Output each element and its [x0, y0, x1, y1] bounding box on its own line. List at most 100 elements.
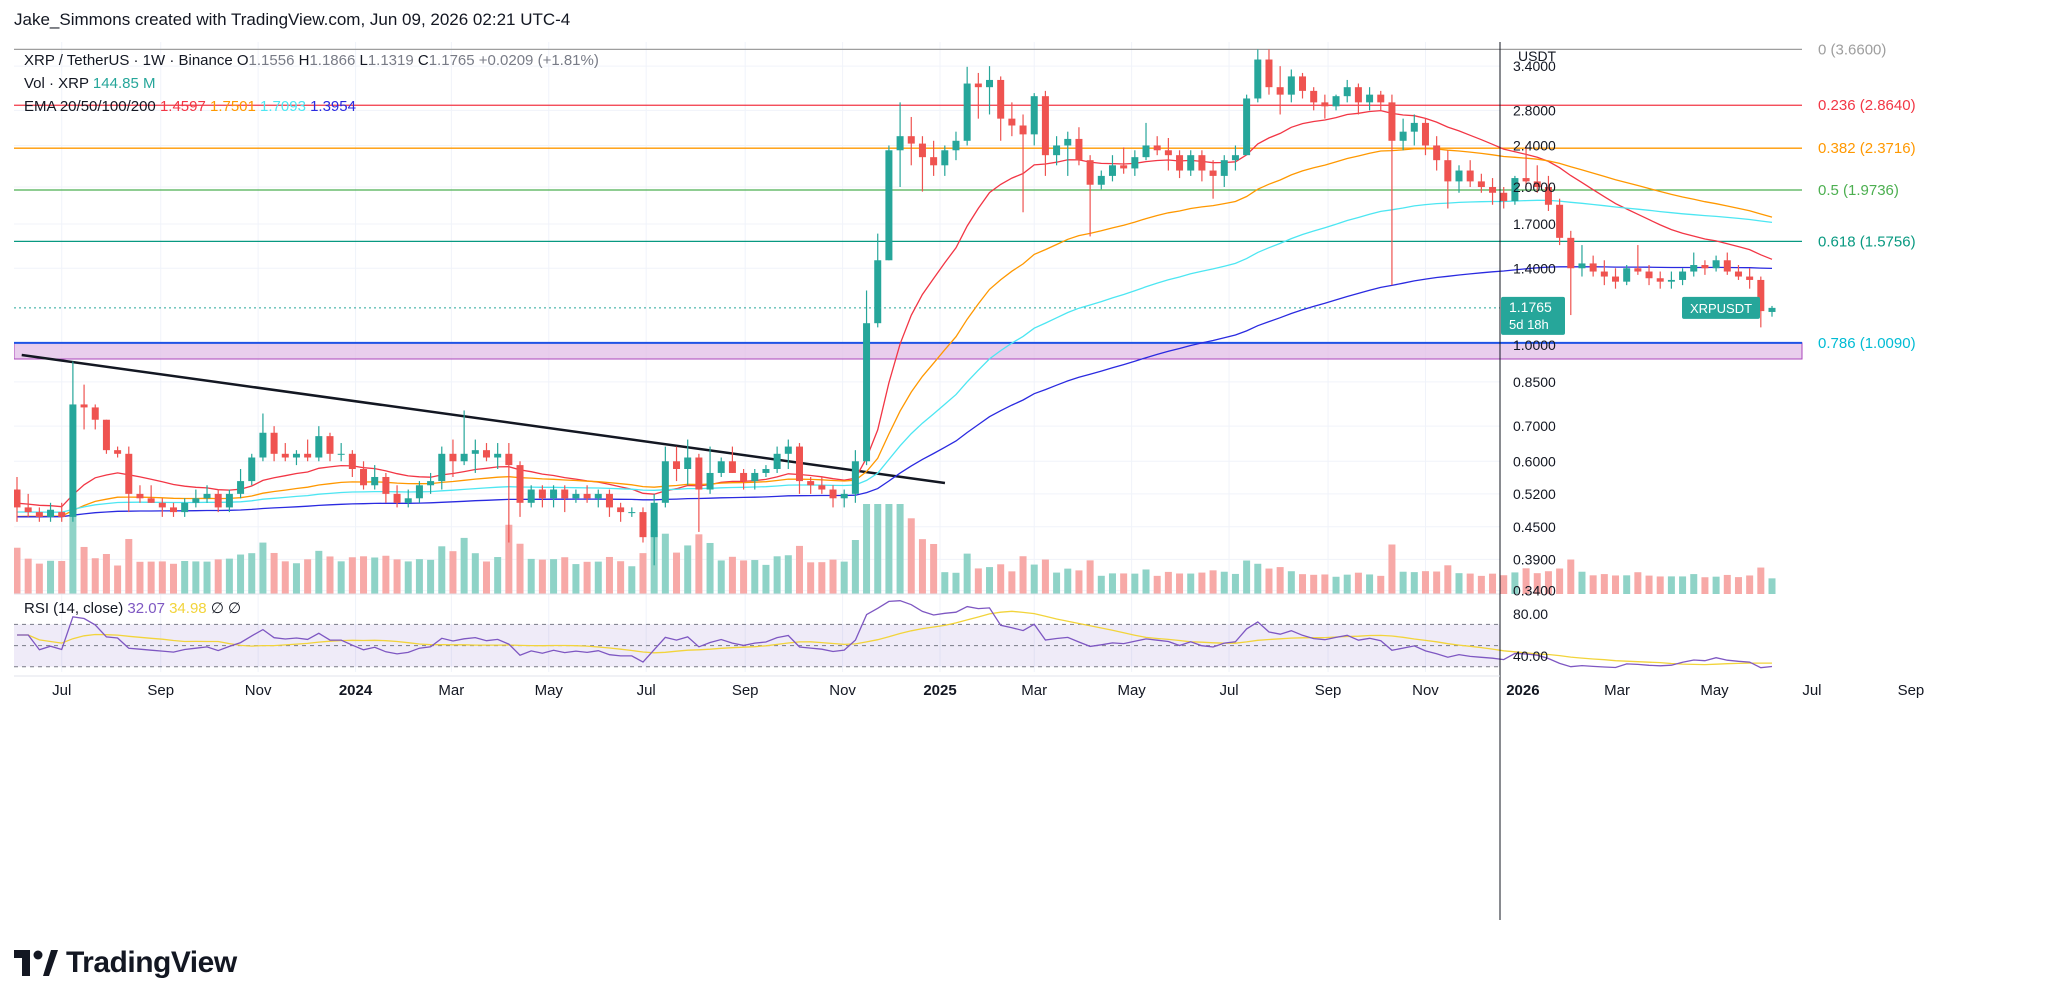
- volume-bar: [795, 545, 803, 594]
- candle: [337, 443, 345, 462]
- candle-body: [1600, 271, 1608, 277]
- candle: [24, 493, 32, 517]
- candle: [1299, 72, 1307, 99]
- volume-bar: [1455, 573, 1463, 594]
- volume-bar: [1075, 570, 1083, 594]
- candle-body: [1433, 145, 1441, 161]
- rsi-band: [14, 624, 1500, 667]
- candle-body: [941, 150, 949, 166]
- candle: [818, 476, 826, 494]
- volume-bar: [829, 559, 837, 594]
- volume-bar: [1388, 544, 1396, 594]
- candle: [80, 384, 88, 430]
- candle: [807, 476, 815, 494]
- candle: [773, 446, 781, 473]
- price-tick: 0.3400: [1513, 583, 1556, 599]
- candle: [829, 485, 837, 508]
- time-tick: Nov: [829, 682, 856, 699]
- candle: [997, 76, 1005, 141]
- candle: [91, 404, 99, 430]
- candle: [728, 446, 736, 473]
- candle: [1008, 102, 1016, 137]
- candle: [918, 136, 926, 192]
- volume-bar: [1276, 567, 1284, 594]
- candle: [47, 502, 55, 522]
- volume-bar: [1589, 575, 1597, 594]
- volume-bar: [1366, 574, 1374, 594]
- candle: [360, 461, 368, 490]
- volume-bar: [360, 556, 368, 594]
- candle: [147, 485, 155, 503]
- candle-body: [460, 453, 468, 462]
- candle: [795, 443, 803, 494]
- volume-bar: [1600, 574, 1608, 594]
- volume-bar: [192, 561, 200, 594]
- volume-bar: [583, 561, 591, 594]
- volume-bar: [1108, 573, 1116, 594]
- candle: [1544, 175, 1552, 212]
- candle-body: [1589, 263, 1597, 272]
- volume-bar: [1533, 573, 1541, 594]
- ema-200-line: [17, 266, 1773, 518]
- candle-body: [1354, 87, 1362, 103]
- candle-body: [1254, 59, 1262, 99]
- volume-bar: [58, 561, 66, 594]
- candle-body: [393, 493, 401, 503]
- rsi-ma-line: [17, 610, 1772, 666]
- volume-bar: [1444, 565, 1452, 594]
- candle-body: [1489, 187, 1497, 193]
- candle-body: [963, 83, 971, 141]
- candle-body: [1276, 87, 1284, 95]
- volume-bar: [181, 561, 189, 594]
- candle-body: [728, 461, 736, 473]
- candle-body: [292, 453, 300, 458]
- candle-body: [114, 450, 122, 454]
- candle-body: [1768, 307, 1776, 312]
- candle-body: [1477, 181, 1485, 188]
- candle-body: [1511, 178, 1519, 202]
- candle: [35, 507, 43, 522]
- candle-body: [382, 476, 390, 494]
- candle: [248, 453, 256, 486]
- volume-bar: [1231, 573, 1239, 594]
- candle-body: [695, 457, 703, 490]
- candle-body: [1265, 59, 1273, 88]
- candle-body: [1153, 145, 1161, 151]
- ema-lines: [16, 109, 1773, 518]
- candle-body: [24, 507, 32, 513]
- candle: [1466, 160, 1474, 188]
- candle-body: [427, 481, 435, 486]
- candle: [1645, 265, 1653, 286]
- candle-body: [1734, 271, 1742, 277]
- volume-bar: [404, 561, 412, 594]
- candle-body: [214, 493, 222, 508]
- chart-frame[interactable]: 0 (3.6600) 0.236 (2.8640) 0.382 (2.3716) 0.…: [14, 42, 2034, 920]
- candle-body: [561, 489, 569, 499]
- volume-bar: [1164, 571, 1172, 594]
- candle: [1265, 49, 1273, 95]
- candle-body: [1388, 102, 1396, 141]
- candle-body: [404, 498, 412, 503]
- candle: [1287, 69, 1295, 103]
- candle: [1433, 136, 1441, 171]
- price-chart[interactable]: 0 (3.6600) 0.236 (2.8640) 0.382 (2.3716) 0.…: [14, 42, 2034, 920]
- candle: [237, 468, 245, 499]
- volume-bar: [1466, 573, 1474, 594]
- volume-bar: [896, 504, 904, 594]
- volume-bar: [561, 557, 569, 594]
- tradingview-logo[interactable]: TradingView: [14, 946, 237, 980]
- candle-body: [449, 453, 457, 462]
- volume-bar: [69, 504, 77, 594]
- candle: [930, 140, 938, 176]
- price-tick: 0.7000: [1513, 418, 1556, 434]
- volume-bar: [684, 545, 692, 594]
- candle-body: [628, 512, 636, 514]
- candlesticks: [14, 49, 1776, 566]
- candle: [259, 413, 267, 462]
- volume-bar: [1500, 575, 1508, 594]
- chart-attribution: Jake_Simmons created with TradingView.co…: [14, 10, 571, 29]
- fib-retracement: 0 (3.6600) 0.236 (2.8640) 0.382 (2.3716) 0.…: [14, 42, 1916, 485]
- volume-bar: [1712, 576, 1720, 594]
- volume-bar: [1030, 564, 1038, 594]
